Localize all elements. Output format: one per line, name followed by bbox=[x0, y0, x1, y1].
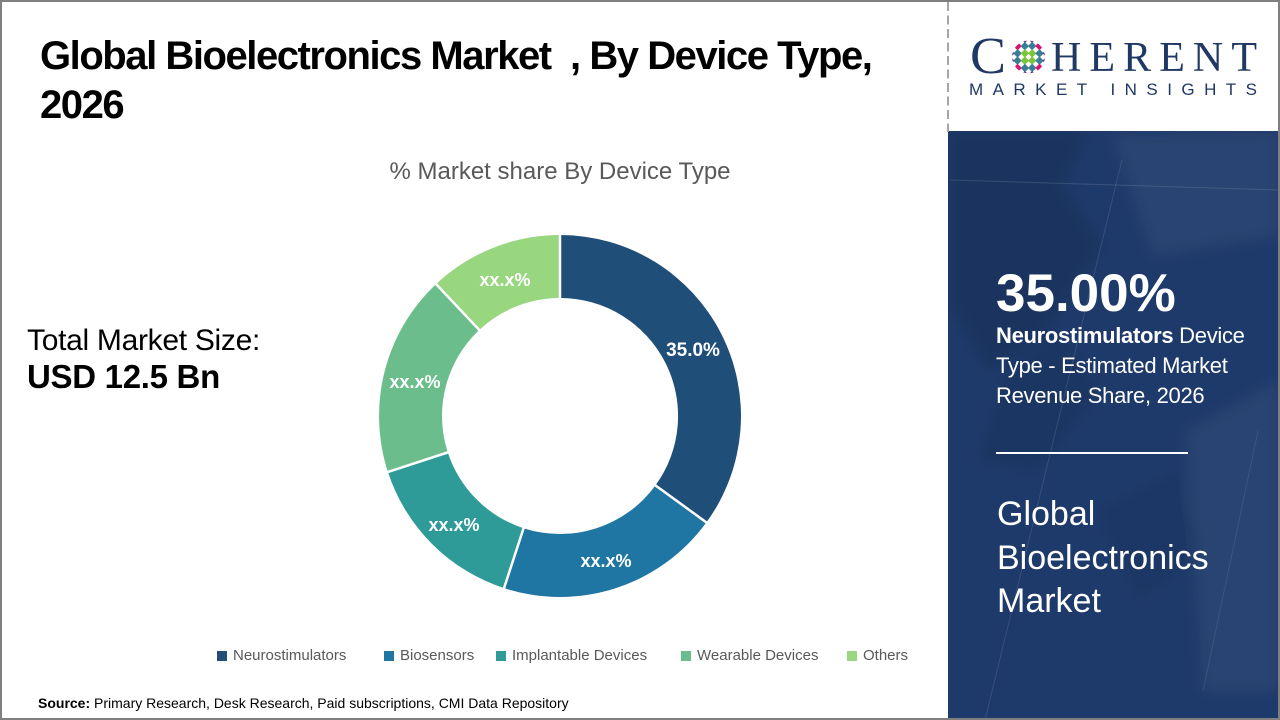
svg-text:xx.x%: xx.x% bbox=[580, 551, 631, 571]
svg-text:MARKET INSIGHTS: MARKET INSIGHTS bbox=[969, 80, 1257, 99]
svg-text:C: C bbox=[970, 28, 1006, 85]
svg-text:35.0%: 35.0% bbox=[666, 340, 720, 361]
svg-text:xx.x%: xx.x% bbox=[428, 515, 479, 535]
svg-text:xx.x%: xx.x% bbox=[479, 270, 530, 290]
svg-text:HERENT: HERENT bbox=[1051, 35, 1257, 81]
svg-text:xx.x%: xx.x% bbox=[389, 372, 440, 392]
